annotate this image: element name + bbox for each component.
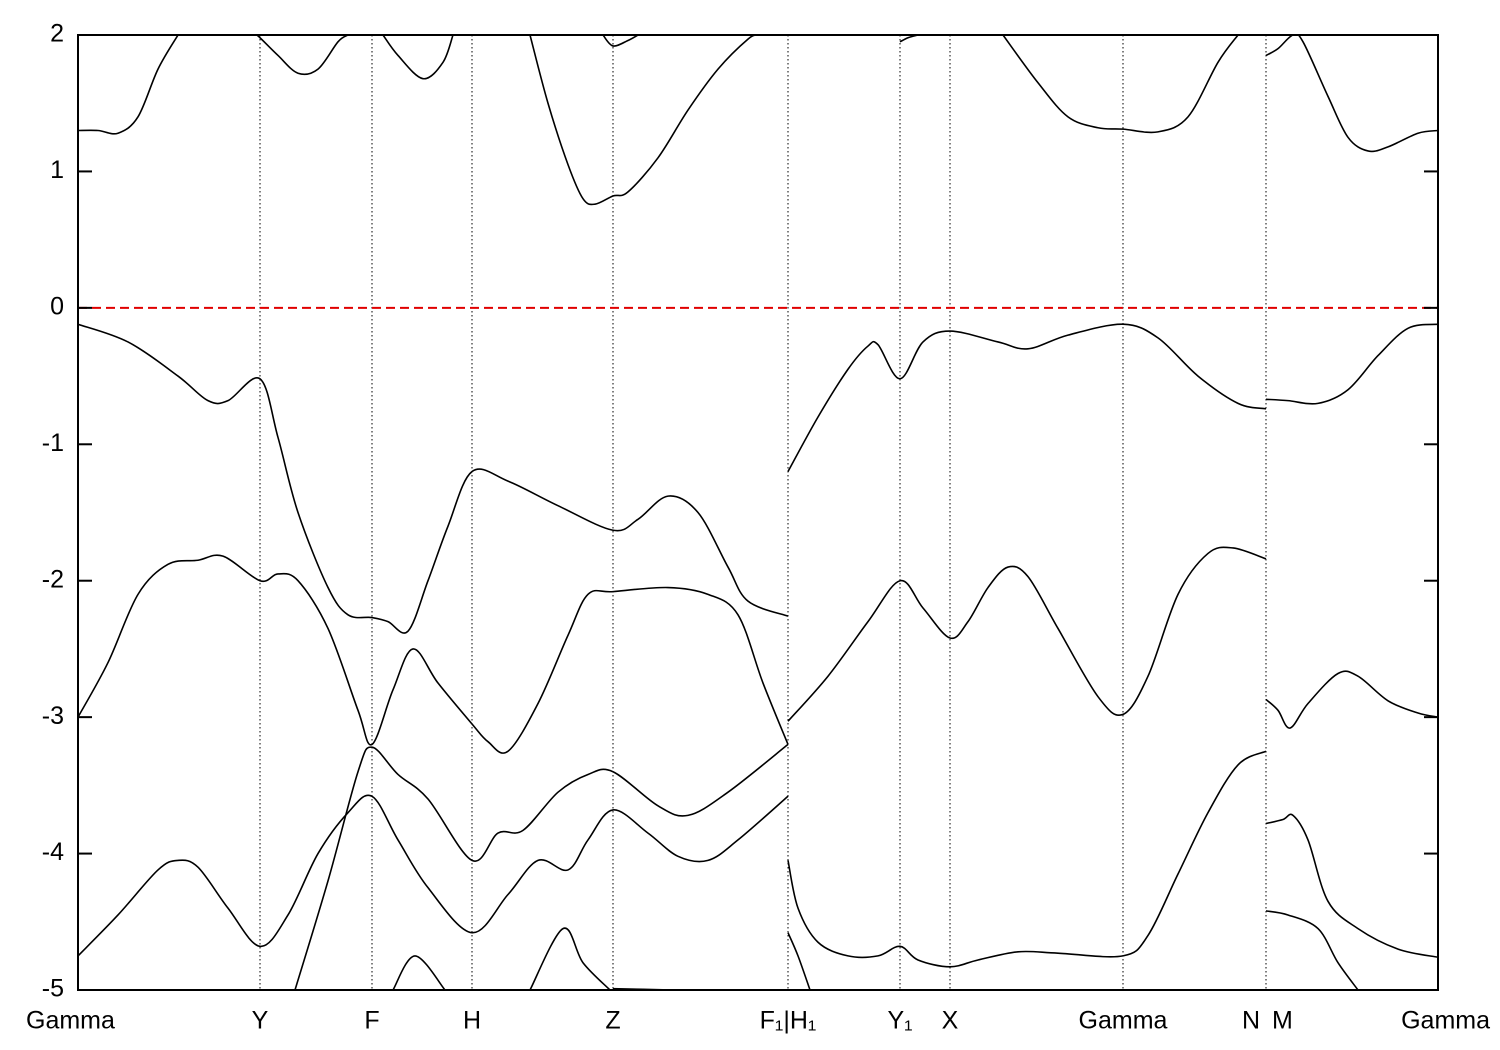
x-tick-label: F	[364, 1007, 379, 1035]
x-tick-label: Z	[605, 1007, 620, 1035]
band	[1002, 35, 1239, 134]
x-tick-label: M	[1272, 1007, 1293, 1035]
band	[78, 554, 789, 754]
band	[294, 743, 789, 990]
x-tick-label: Y₁	[887, 1007, 912, 1035]
y-tick-label: -2	[42, 565, 64, 593]
y-tick-label: -1	[42, 429, 64, 457]
x-tick-label: Gamma	[26, 1007, 115, 1035]
y-tick-label: -5	[42, 975, 64, 1003]
band	[1265, 323, 1438, 405]
x-tick-label: Gamma	[1401, 1007, 1490, 1035]
band	[602, 35, 639, 47]
band	[529, 927, 611, 990]
y-tick-label: 0	[50, 292, 64, 320]
y-tick-label: -3	[42, 702, 64, 730]
band	[255, 35, 349, 76]
y-tick-label: -4	[42, 838, 64, 866]
band	[1265, 35, 1438, 153]
band	[529, 35, 759, 206]
band	[787, 750, 1267, 968]
band	[382, 35, 454, 80]
band	[1265, 670, 1438, 729]
plot-frame	[77, 34, 1439, 991]
band	[787, 932, 811, 990]
y-tick-label: 1	[50, 156, 64, 184]
x-tick-label: Y	[252, 1007, 269, 1035]
plot-area	[78, 35, 1438, 990]
band	[1265, 910, 1359, 990]
band	[78, 35, 179, 135]
band	[1265, 813, 1438, 959]
band	[392, 955, 446, 990]
band	[787, 323, 1267, 472]
x-tick-label: Gamma	[1079, 1007, 1168, 1035]
x-tick-label: X	[942, 1007, 959, 1035]
x-tick-label: N	[1242, 1007, 1260, 1035]
x-tick-label: H	[463, 1007, 481, 1035]
band	[78, 323, 789, 634]
band	[78, 794, 789, 957]
x-tick-label: F₁|H₁	[760, 1007, 817, 1035]
y-tick-label: 2	[50, 20, 64, 48]
band	[787, 546, 1267, 722]
